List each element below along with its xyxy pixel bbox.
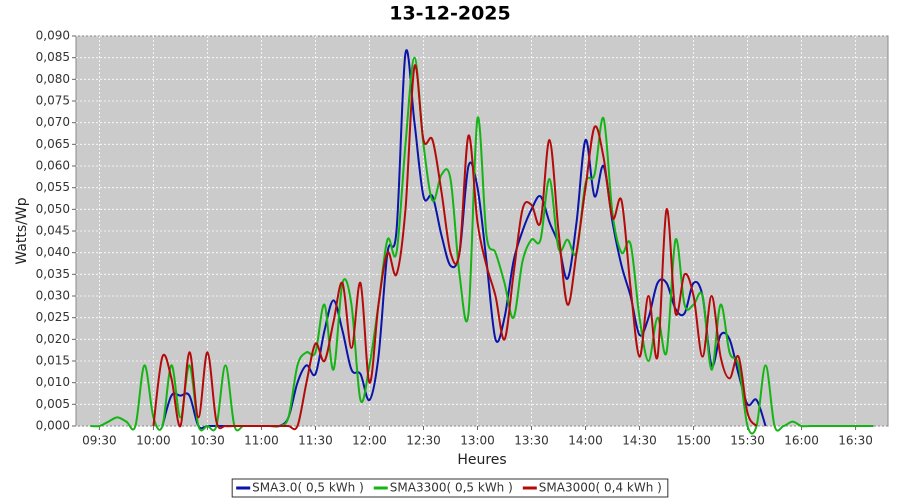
y-tick-label: 0,070 xyxy=(36,115,70,129)
x-tick-label: 12:00 xyxy=(352,434,387,448)
y-tick-label: 0,090 xyxy=(36,29,70,43)
x-tick-label: 16:30 xyxy=(838,434,873,448)
y-tick-label: 0,075 xyxy=(36,94,70,108)
x-tick-label: 10:00 xyxy=(136,434,171,448)
y-tick-label: 0,045 xyxy=(36,224,70,238)
legend-box xyxy=(231,478,669,498)
x-tick-label: 14:00 xyxy=(568,434,603,448)
y-tick-label: 0,020 xyxy=(36,332,70,346)
y-tick-label: 0,040 xyxy=(36,245,70,259)
x-tick-label: 11:30 xyxy=(298,434,333,448)
x-tick-label: 13:00 xyxy=(460,434,495,448)
legend-label: SMA3000( 0,4 kWh ) xyxy=(539,481,662,495)
y-tick-label: 0,030 xyxy=(36,289,70,303)
x-axis-label: Heures xyxy=(457,452,506,468)
series-line xyxy=(152,64,758,431)
y-tick-label: 0,085 xyxy=(36,50,70,64)
y-tick-label: 0,080 xyxy=(36,72,70,86)
y-tick-label: 0,025 xyxy=(36,310,70,324)
x-tick-label: 15:30 xyxy=(730,434,765,448)
x-tick-label: 14:30 xyxy=(622,434,657,448)
y-tick-label: 0,065 xyxy=(36,137,70,151)
y-tick-label: 0,015 xyxy=(36,354,70,368)
x-tick-label: 13:30 xyxy=(514,434,549,448)
legend-label: SMA3300( 0,5 kWh ) xyxy=(390,481,513,495)
x-tick-label: 15:00 xyxy=(676,434,711,448)
y-tick-label: 0,005 xyxy=(36,397,70,411)
y-tick-label: 0,000 xyxy=(36,419,70,433)
chart-title: 13-12-2025 xyxy=(389,3,511,25)
y-tick-label: 0,060 xyxy=(36,159,70,173)
y-axis-label: Watts/Wp xyxy=(14,197,30,264)
y-tick-label: 0,055 xyxy=(36,180,70,194)
y-tick-label: 0,050 xyxy=(36,202,70,216)
legend-label: SMA3.0( 0,5 kWh ) xyxy=(252,481,364,495)
y-tick-label: 0,035 xyxy=(36,267,70,281)
x-tick-label: 10:30 xyxy=(190,434,225,448)
legend: SMA3.0( 0,5 kWh ) SMA3300( 0,5 kWh ) SMA30… xyxy=(231,478,669,498)
x-tick-label: 11:00 xyxy=(244,434,279,448)
y-tick-label: 0,010 xyxy=(36,375,70,389)
series-line xyxy=(90,56,874,435)
x-tick-label: 12:30 xyxy=(406,434,441,448)
x-tick-label: 16:00 xyxy=(784,434,819,448)
x-tick-label: 09:30 xyxy=(82,434,117,448)
